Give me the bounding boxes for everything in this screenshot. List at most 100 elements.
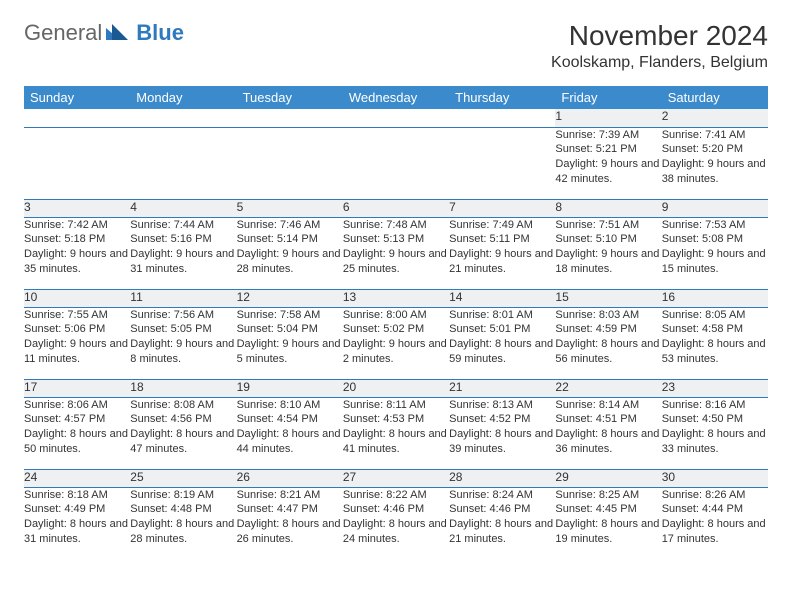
- day-number-cell: 26: [237, 469, 343, 487]
- sunset-line: Sunset: 4:44 PM: [662, 502, 768, 517]
- day-number-cell: 27: [343, 469, 449, 487]
- sunset-line: Sunset: 4:53 PM: [343, 412, 449, 427]
- day-detail-cell: Sunrise: 8:18 AMSunset: 4:49 PMDaylight:…: [24, 487, 130, 559]
- day-detail-cell: Sunrise: 7:39 AMSunset: 5:21 PMDaylight:…: [555, 127, 661, 199]
- daylight-line: Daylight: 8 hours and 33 minutes.: [662, 427, 768, 457]
- week-daynum-row: 3456789: [24, 199, 768, 217]
- day-detail-cell: Sunrise: 7:51 AMSunset: 5:10 PMDaylight:…: [555, 217, 661, 289]
- day-number-cell: 14: [449, 289, 555, 307]
- daylight-line: Daylight: 8 hours and 44 minutes.: [237, 427, 343, 457]
- sunrise-line: Sunrise: 7:41 AM: [662, 128, 768, 143]
- sunset-line: Sunset: 5:20 PM: [662, 142, 768, 157]
- empty-cell: [237, 127, 343, 199]
- calendar-table: SundayMondayTuesdayWednesdayThursdayFrid…: [24, 86, 768, 559]
- day-number-cell: 28: [449, 469, 555, 487]
- daylight-line: Daylight: 9 hours and 21 minutes.: [449, 247, 555, 277]
- sunset-line: Sunset: 5:11 PM: [449, 232, 555, 247]
- empty-cell: [24, 109, 130, 127]
- day-detail-cell: Sunrise: 8:00 AMSunset: 5:02 PMDaylight:…: [343, 307, 449, 379]
- day-number-cell: 1: [555, 109, 661, 127]
- day-detail-cell: Sunrise: 8:22 AMSunset: 4:46 PMDaylight:…: [343, 487, 449, 559]
- month-title: November 2024: [551, 20, 768, 52]
- sunrise-line: Sunrise: 7:44 AM: [130, 218, 236, 233]
- sunrise-line: Sunrise: 8:00 AM: [343, 308, 449, 323]
- sunset-line: Sunset: 5:02 PM: [343, 322, 449, 337]
- day-number-cell: 12: [237, 289, 343, 307]
- day-detail-cell: Sunrise: 7:55 AMSunset: 5:06 PMDaylight:…: [24, 307, 130, 379]
- sunset-line: Sunset: 4:45 PM: [555, 502, 661, 517]
- sunset-line: Sunset: 4:59 PM: [555, 322, 661, 337]
- day-number-cell: 24: [24, 469, 130, 487]
- day-number-cell: 3: [24, 199, 130, 217]
- day-header: Saturday: [662, 86, 768, 109]
- day-header: Monday: [130, 86, 236, 109]
- sunset-line: Sunset: 4:50 PM: [662, 412, 768, 427]
- week-detail-row: Sunrise: 8:18 AMSunset: 4:49 PMDaylight:…: [24, 487, 768, 559]
- daylight-line: Daylight: 8 hours and 21 minutes.: [449, 517, 555, 547]
- empty-cell: [449, 109, 555, 127]
- location: Koolskamp, Flanders, Belgium: [551, 54, 768, 72]
- day-detail-cell: Sunrise: 8:06 AMSunset: 4:57 PMDaylight:…: [24, 397, 130, 469]
- day-header-row: SundayMondayTuesdayWednesdayThursdayFrid…: [24, 86, 768, 109]
- sunrise-line: Sunrise: 8:18 AM: [24, 488, 130, 503]
- day-number-cell: 21: [449, 379, 555, 397]
- day-detail-cell: Sunrise: 7:41 AMSunset: 5:20 PMDaylight:…: [662, 127, 768, 199]
- day-number-cell: 13: [343, 289, 449, 307]
- day-detail-cell: Sunrise: 8:16 AMSunset: 4:50 PMDaylight:…: [662, 397, 768, 469]
- empty-cell: [237, 109, 343, 127]
- daylight-line: Daylight: 8 hours and 17 minutes.: [662, 517, 768, 547]
- sunrise-line: Sunrise: 8:25 AM: [555, 488, 661, 503]
- day-number-cell: 7: [449, 199, 555, 217]
- logo: General Blue: [24, 20, 184, 46]
- week-detail-row: Sunrise: 7:39 AMSunset: 5:21 PMDaylight:…: [24, 127, 768, 199]
- week-daynum-row: 10111213141516: [24, 289, 768, 307]
- sunrise-line: Sunrise: 8:26 AM: [662, 488, 768, 503]
- sunrise-line: Sunrise: 8:14 AM: [555, 398, 661, 413]
- day-number-cell: 29: [555, 469, 661, 487]
- day-number-cell: 16: [662, 289, 768, 307]
- sunrise-line: Sunrise: 7:48 AM: [343, 218, 449, 233]
- week-daynum-row: 12: [24, 109, 768, 127]
- day-detail-cell: Sunrise: 8:21 AMSunset: 4:47 PMDaylight:…: [237, 487, 343, 559]
- day-detail-cell: Sunrise: 8:11 AMSunset: 4:53 PMDaylight:…: [343, 397, 449, 469]
- daylight-line: Daylight: 8 hours and 39 minutes.: [449, 427, 555, 457]
- sunrise-line: Sunrise: 8:08 AM: [130, 398, 236, 413]
- day-detail-cell: Sunrise: 8:26 AMSunset: 4:44 PMDaylight:…: [662, 487, 768, 559]
- daylight-line: Daylight: 8 hours and 59 minutes.: [449, 337, 555, 367]
- sunset-line: Sunset: 4:52 PM: [449, 412, 555, 427]
- day-detail-cell: Sunrise: 7:56 AMSunset: 5:05 PMDaylight:…: [130, 307, 236, 379]
- sunrise-line: Sunrise: 8:22 AM: [343, 488, 449, 503]
- sunset-line: Sunset: 5:06 PM: [24, 322, 130, 337]
- logo-text-gray: General: [24, 20, 102, 46]
- daylight-line: Daylight: 8 hours and 31 minutes.: [24, 517, 130, 547]
- day-number-cell: 23: [662, 379, 768, 397]
- empty-cell: [130, 109, 236, 127]
- sunrise-line: Sunrise: 7:56 AM: [130, 308, 236, 323]
- sunset-line: Sunset: 5:01 PM: [449, 322, 555, 337]
- day-detail-cell: Sunrise: 7:46 AMSunset: 5:14 PMDaylight:…: [237, 217, 343, 289]
- day-number-cell: 30: [662, 469, 768, 487]
- sunset-line: Sunset: 4:48 PM: [130, 502, 236, 517]
- sunrise-line: Sunrise: 8:11 AM: [343, 398, 449, 413]
- day-number-cell: 20: [343, 379, 449, 397]
- sunrise-line: Sunrise: 7:42 AM: [24, 218, 130, 233]
- sunset-line: Sunset: 4:46 PM: [449, 502, 555, 517]
- sunrise-line: Sunrise: 7:58 AM: [237, 308, 343, 323]
- daylight-line: Daylight: 8 hours and 26 minutes.: [237, 517, 343, 547]
- daylight-line: Daylight: 9 hours and 38 minutes.: [662, 157, 768, 187]
- daylight-line: Daylight: 9 hours and 42 minutes.: [555, 157, 661, 187]
- day-detail-cell: Sunrise: 8:08 AMSunset: 4:56 PMDaylight:…: [130, 397, 236, 469]
- day-header: Friday: [555, 86, 661, 109]
- sunrise-line: Sunrise: 8:10 AM: [237, 398, 343, 413]
- empty-cell: [130, 127, 236, 199]
- day-detail-cell: Sunrise: 8:10 AMSunset: 4:54 PMDaylight:…: [237, 397, 343, 469]
- day-number-cell: 6: [343, 199, 449, 217]
- daylight-line: Daylight: 8 hours and 41 minutes.: [343, 427, 449, 457]
- empty-cell: [24, 127, 130, 199]
- day-number-cell: 18: [130, 379, 236, 397]
- sunrise-line: Sunrise: 8:05 AM: [662, 308, 768, 323]
- empty-cell: [449, 127, 555, 199]
- sunrise-line: Sunrise: 8:13 AM: [449, 398, 555, 413]
- day-header: Tuesday: [237, 86, 343, 109]
- sunset-line: Sunset: 4:47 PM: [237, 502, 343, 517]
